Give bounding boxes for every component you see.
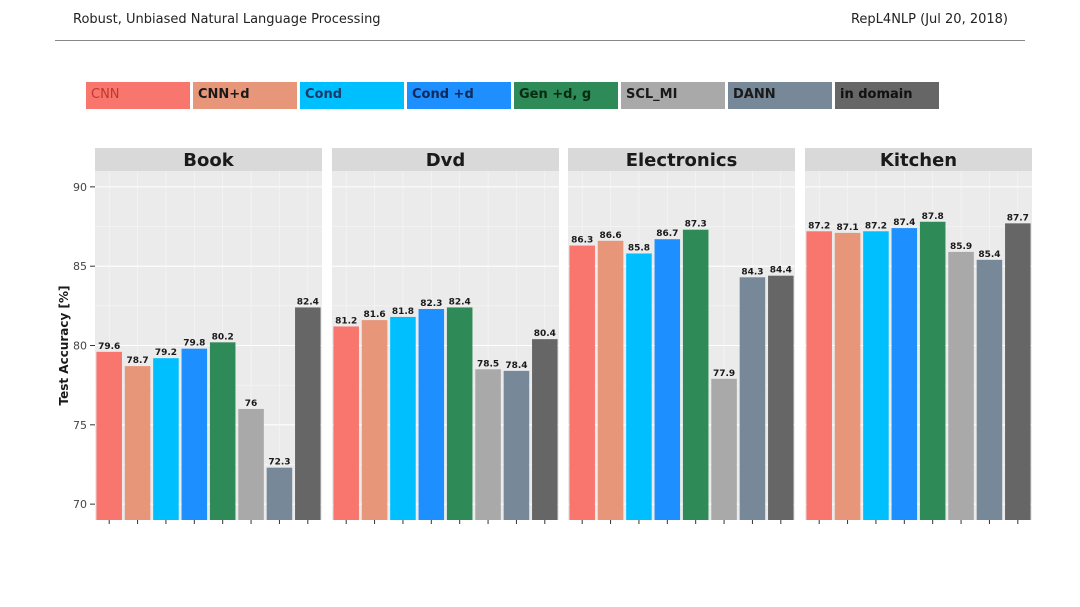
bar-label: 84.4 — [770, 266, 792, 276]
bar-dvd-cnn — [333, 326, 359, 520]
bar-label: 85.4 — [978, 250, 1000, 260]
y-tick-label: 70 — [73, 498, 87, 511]
bar-electronics-in-domain — [768, 275, 794, 520]
bar-label: 78.5 — [477, 359, 499, 369]
bar-label: 84.3 — [741, 267, 763, 277]
legend-item-in-domain: in domain — [835, 82, 939, 109]
bar-electronics-cnn — [569, 245, 595, 521]
bar-label: 79.6 — [98, 342, 120, 352]
bar-label: 81.2 — [335, 316, 357, 326]
header-conference: RepL4NLP (Jul 20, 2018) — [850, 12, 1008, 27]
facet-strip-dvd — [332, 148, 559, 171]
bar-label: 86.7 — [656, 229, 678, 239]
bar-electronics-cnn-d — [597, 240, 624, 521]
bar-kitchen-cnn — [806, 231, 832, 521]
bar-dvd-gen-d-g — [446, 307, 473, 520]
bar-book-cond-d — [181, 348, 208, 520]
y-tick-label: 80 — [73, 340, 87, 353]
bar-book-cond — [153, 358, 179, 520]
bar-label: 78.7 — [126, 356, 148, 366]
bar-label: 87.2 — [808, 221, 830, 231]
bar-dvd-scl-mi — [475, 369, 501, 520]
bar-label: 78.4 — [505, 361, 527, 371]
y-tick-label: 90 — [73, 181, 87, 194]
facet-title-dvd: Dvd — [426, 150, 466, 171]
legend-item-scl-mi: SCL_MI — [621, 82, 725, 109]
legend-item-dann: DANN — [728, 82, 832, 109]
y-tick-label: 75 — [73, 419, 87, 432]
bar-label: 80.2 — [212, 332, 234, 342]
header-title: Robust, Unbiased Natural Language Proces… — [73, 12, 381, 27]
facet-strip-book — [95, 148, 322, 171]
bar-label: 79.2 — [155, 348, 177, 358]
bar-label: 85.8 — [628, 243, 650, 253]
bar-dvd-dann — [503, 370, 530, 520]
bar-kitchen-gen-d-g — [919, 221, 946, 520]
bar-dvd-cnn-d — [361, 320, 388, 520]
bar-dvd-cond — [390, 316, 416, 520]
bar-electronics-cond-d — [654, 239, 681, 521]
bar-kitchen-cond — [863, 231, 889, 521]
legend-item-cnn: CNN — [86, 82, 190, 109]
bar-label: 86.3 — [571, 236, 593, 246]
bar-label: 76 — [245, 399, 258, 409]
header-rule — [55, 40, 1025, 41]
y-axis-title: Test Accuracy [%] — [57, 286, 71, 406]
facet-strip-kitchen — [805, 148, 1032, 171]
bar-label: 81.6 — [363, 310, 385, 320]
bar-kitchen-cond-d — [891, 228, 918, 521]
legend-item-cond: Cond — [300, 82, 404, 109]
bar-label: 85.9 — [950, 242, 972, 252]
legend: CNN CNN+d Cond Cond +d Gen +d, g SCL_MI … — [86, 82, 942, 109]
bar-label: 82.4 — [449, 297, 471, 307]
bar-kitchen-cnn-d — [834, 232, 861, 521]
bar-label: 79.8 — [183, 339, 205, 349]
bar-label: 87.1 — [836, 223, 858, 233]
bar-book-dann — [266, 467, 293, 520]
bar-dvd-in-domain — [532, 339, 558, 520]
legend-item-cnn-d: CNN+d — [193, 82, 297, 109]
bar-book-cnn-d — [124, 366, 151, 520]
bar-dvd-cond-d — [418, 309, 445, 520]
bar-label: 87.4 — [893, 218, 915, 228]
legend-item-cond-d: Cond +d — [407, 82, 511, 109]
bar-label: 87.2 — [865, 221, 887, 231]
bar-book-scl-mi — [238, 408, 264, 520]
facet-strip-electronics — [568, 148, 795, 171]
y-tick-label: 85 — [73, 260, 87, 273]
bar-label: 72.3 — [268, 458, 290, 468]
bar-electronics-scl-mi — [711, 378, 737, 520]
bar-book-in-domain — [295, 307, 321, 520]
bar-label: 87.8 — [922, 212, 944, 222]
bar-label: 81.8 — [392, 307, 414, 317]
facet-title-book: Book — [183, 150, 234, 171]
bar-electronics-gen-d-g — [682, 229, 709, 521]
bar-electronics-cond — [626, 253, 652, 520]
bar-book-cnn — [96, 351, 122, 520]
bar-label: 86.6 — [599, 231, 621, 241]
bar-kitchen-in-domain — [1005, 223, 1031, 520]
facet-title-kitchen: Kitchen — [880, 150, 957, 171]
bar-label: 87.7 — [1007, 213, 1029, 223]
bar-label: 80.4 — [534, 329, 556, 339]
bar-label: 82.3 — [420, 299, 442, 309]
bar-electronics-dann — [739, 277, 766, 520]
bar-label: 77.9 — [713, 369, 735, 379]
bar-book-gen-d-g — [209, 342, 236, 520]
facet-title-electronics: Electronics — [626, 150, 738, 171]
bar-kitchen-scl-mi — [948, 251, 974, 520]
bar-label: 87.3 — [685, 220, 707, 230]
legend-item-gen-d-g: Gen +d, g — [514, 82, 618, 109]
bar-label: 82.4 — [297, 297, 319, 307]
bar-kitchen-dann — [976, 259, 1003, 520]
